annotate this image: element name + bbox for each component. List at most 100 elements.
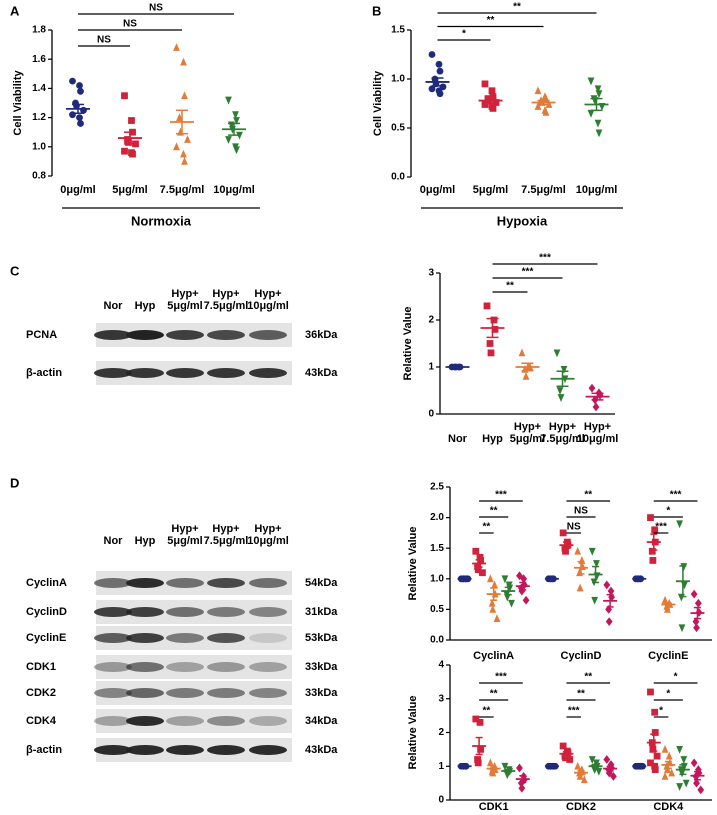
data-point — [501, 762, 509, 771]
x-tick-label: 10μg/ml — [213, 184, 255, 196]
significance-label: NS — [97, 35, 111, 46]
x-tick-label: 10μg/ml — [575, 184, 618, 196]
x-tick-label: 5μg/ml — [472, 184, 509, 196]
protein-label: β-actin — [26, 744, 62, 756]
data-point — [479, 569, 486, 577]
data-point — [476, 718, 484, 726]
blot-band — [166, 607, 204, 617]
size-label: 34kDa — [305, 715, 338, 727]
data-point — [578, 556, 586, 564]
x-tick-label: CDK1 — [478, 801, 509, 813]
protein-label: β-actin — [26, 367, 62, 379]
data-point — [173, 43, 180, 51]
data-point — [649, 557, 657, 564]
data-point — [556, 387, 564, 395]
blot-band — [207, 368, 245, 378]
data-point — [595, 129, 603, 138]
blot-band — [249, 607, 287, 617]
x-tick-label: CyclinE — [648, 650, 689, 662]
x-axis-label: Hypoxia — [497, 213, 548, 228]
data-point — [680, 581, 688, 590]
blot-band — [207, 716, 245, 726]
data-point — [534, 102, 542, 110]
data-point — [428, 51, 436, 58]
data-point — [481, 101, 489, 108]
data-point — [693, 778, 700, 788]
data-point — [121, 92, 128, 100]
x-tick-label: CDK2 — [566, 801, 596, 813]
data-point — [682, 779, 690, 788]
data-point — [173, 142, 180, 151]
data-point — [491, 761, 498, 770]
blot-band — [126, 368, 164, 378]
significance-label: ** — [482, 522, 490, 533]
blot-band — [207, 330, 245, 340]
significance-label: ** — [490, 689, 498, 700]
x-tick-label: Nor — [448, 433, 467, 445]
blot-band — [249, 688, 287, 698]
y-tick-label: 1.0 — [430, 573, 444, 584]
blot-band — [166, 662, 204, 672]
data-point — [472, 715, 480, 723]
significance-label: *** — [655, 522, 667, 533]
panel-letter: C — [10, 263, 20, 278]
data-point — [518, 783, 526, 793]
x-tick-label: 5μg/ml — [112, 184, 148, 196]
blot-band — [166, 716, 204, 726]
data-point — [489, 768, 497, 777]
blot-band — [207, 607, 245, 617]
blot-band — [126, 745, 164, 755]
y-tick-label: 0.5 — [430, 604, 444, 615]
significance-label: ** — [577, 689, 585, 700]
x-tick-label: 0μg/ml — [419, 184, 456, 196]
significance-label: ** — [482, 706, 490, 717]
data-point — [184, 135, 191, 143]
data-point — [77, 87, 84, 95]
lane-label: Nor — [103, 535, 123, 547]
data-point — [180, 57, 187, 66]
x-tick-label: 7.5μg/ml — [159, 184, 205, 196]
significance-label: ** — [487, 15, 495, 26]
data-point — [588, 756, 596, 764]
significance-label: *** — [539, 253, 551, 264]
blot-band — [166, 578, 204, 588]
data-point — [534, 86, 542, 95]
protein-label: CyclinD — [26, 606, 67, 618]
data-point — [76, 114, 83, 121]
blot-band — [166, 368, 204, 378]
data-point — [595, 90, 603, 99]
data-point — [587, 109, 595, 118]
data-point — [574, 546, 582, 555]
data-point — [553, 349, 561, 358]
data-point — [587, 77, 595, 86]
blot-band — [126, 607, 164, 617]
data-point — [125, 139, 132, 146]
data-point — [651, 766, 659, 774]
data-point — [232, 111, 239, 120]
data-point — [610, 771, 617, 781]
size-label: 33kDa — [305, 661, 338, 673]
data-point — [694, 598, 702, 608]
data-point — [490, 316, 498, 324]
data-point — [428, 85, 436, 93]
lane-label: Hyp+ 5μg/ml — [167, 288, 203, 312]
data-point — [566, 756, 574, 763]
data-point — [594, 119, 602, 128]
lane-label: Hyp+ 7.5μg/ml — [203, 288, 249, 312]
protein-label: CDK1 — [26, 661, 56, 673]
data-point — [562, 754, 569, 762]
blot-band — [166, 330, 204, 340]
significance-label: * — [674, 672, 678, 683]
lane-label: Hyp+ 10μg/ml — [247, 523, 289, 547]
significance-label: ** — [584, 490, 592, 501]
panel-letter: D — [10, 475, 19, 490]
y-axis-label: Relative Value — [407, 527, 419, 601]
data-point — [647, 688, 654, 696]
blot-band — [126, 330, 164, 340]
data-point — [593, 560, 600, 568]
x-axis-label: Normoxia — [131, 213, 192, 228]
data-point — [676, 745, 683, 754]
data-point — [678, 624, 686, 633]
panel-letter: A — [10, 3, 20, 18]
